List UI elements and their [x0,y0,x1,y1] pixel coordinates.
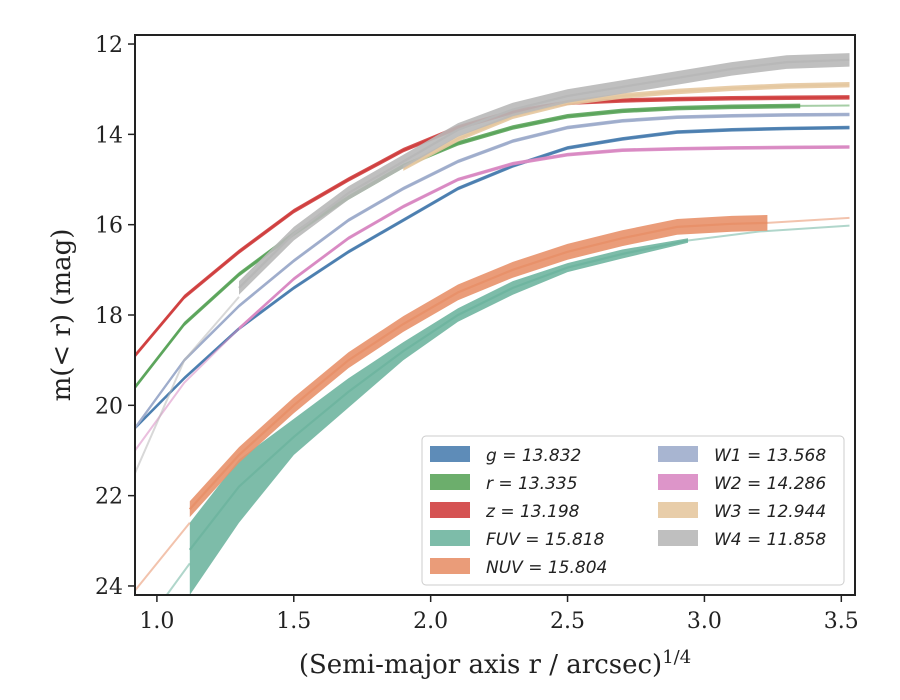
y-tick-label: 22 [95,485,123,510]
x-axis-label-main: (Semi-major axis r / arcsec) [299,650,662,680]
series-6-line [238,145,850,330]
y-tick-label: 24 [95,575,123,600]
legend-label: r = 13.335 [486,474,578,494]
legend-label: NUV = 15.804 [486,558,607,578]
series-1-line [135,104,801,388]
x-axis-label: (Semi-major axis r / arcsec)1/4 [299,647,691,681]
y-tick-label: 14 [95,123,123,148]
legend: g = 13.832 r = 13.335 z = 13.198 FUV = 15.8… [421,435,845,586]
series-4 [135,215,850,592]
legend-label: g = 13.832 [486,446,581,466]
series-1 [135,103,850,390]
x-tick-label: 2.5 [550,609,585,634]
legend-label: FUV = 15.818 [486,530,605,550]
x-tick-label: 3.5 [824,609,859,634]
legend-label: W2 = 14.286 [714,474,826,494]
series-3-inner-extension [165,562,191,595]
series-5-line [135,113,850,429]
series-4-outer-extension [767,216,850,224]
y-tick-label: 16 [95,214,123,239]
series-4-inner-extension [135,522,191,592]
plot-area [135,53,850,595]
y-axis-label: m(< r) (mag) [47,229,77,402]
y-tick-label: 20 [95,394,123,419]
series-8-inner-extension [135,296,240,474]
series-6 [135,145,850,452]
series-1-band [135,103,801,390]
legend-swatch [658,446,698,462]
x-tick-label: 3.0 [687,609,722,634]
legend-swatch [430,502,470,518]
legend-swatch [430,530,470,546]
series-6-band [239,145,850,331]
legend-swatch [658,502,698,518]
series-7-line [402,83,850,170]
x-axis-label-superscript: 1/4 [662,647,691,668]
x-tick-label: 1.0 [139,609,174,634]
legend-swatch [430,446,470,462]
series-5 [135,112,850,430]
series-8 [135,53,850,474]
legend-label: W4 = 11.858 [714,530,826,550]
legend-label: z = 13.198 [485,502,580,522]
legend-box [421,435,845,586]
series-7 [402,82,850,171]
series-3-line [188,239,689,551]
legend-swatch [430,474,470,490]
legend-swatch [658,530,698,546]
series-4-line [188,221,768,510]
series-7-band [403,82,850,171]
series-3 [165,224,850,595]
series-3-outer-extension [687,224,850,242]
y-axis: 12 14 16 18 20 22 24 [95,33,135,600]
x-tick-label: 2.0 [413,609,448,634]
y-tick-label: 18 [95,304,123,329]
legend-label: W1 = 13.568 [714,446,826,466]
legend-swatch [430,558,470,574]
x-tick-label: 1.5 [276,609,311,634]
x-axis: 1.0 1.5 2.0 2.5 3.0 3.5 [139,595,859,634]
legend-label: W3 = 12.944 [714,502,826,522]
series-8-line [238,58,850,289]
series-6-inner-extension [135,327,240,452]
legend-swatch [658,474,698,490]
y-tick-label: 12 [95,33,123,58]
